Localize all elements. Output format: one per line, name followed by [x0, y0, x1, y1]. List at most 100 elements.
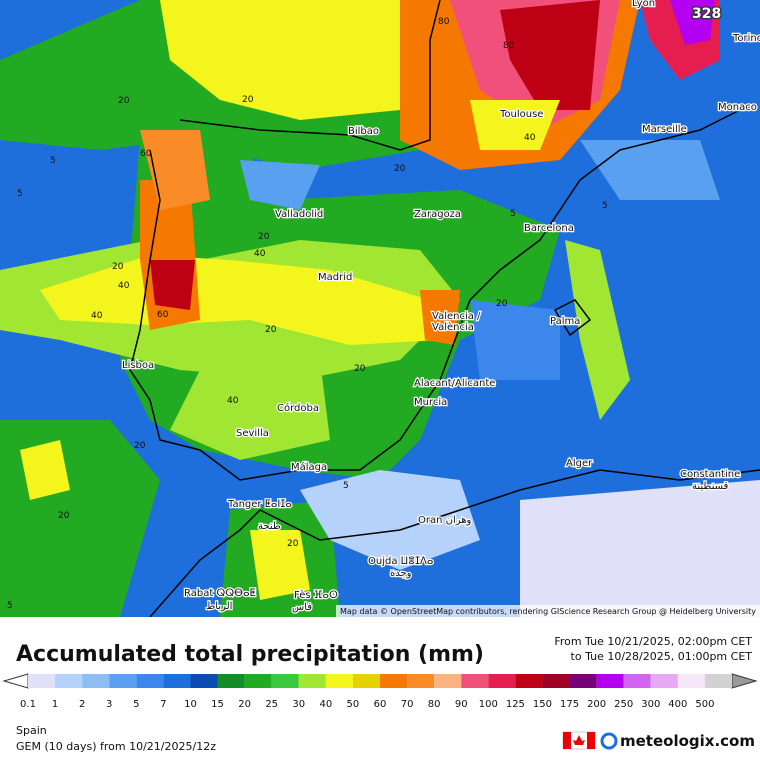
contour-label: 40	[91, 311, 103, 321]
contour-labels: 80 80 20 20 5 60 5 40 20 5 5 20 40 20 40…	[7, 17, 608, 611]
legend-label: 500	[695, 699, 714, 710]
region: Spain	[16, 724, 47, 737]
attribution-bg	[336, 605, 760, 617]
contour-label: 20	[58, 511, 70, 521]
legend-label: 15	[211, 699, 224, 710]
city-label: Rabat ⵕⵕⴱⴰⵟ	[184, 588, 256, 599]
legend-arrow-left	[2, 673, 29, 689]
legend-swatch	[461, 674, 489, 688]
contour-label: 60	[157, 310, 169, 320]
contour-label: 40	[524, 133, 536, 143]
legend-label: 125	[506, 699, 525, 710]
city-label: Torino	[732, 33, 760, 44]
city-label: Madrid	[318, 272, 352, 283]
legend: 0.1 1 2 3 5 7 10 15 20 25 30 40 50 60 70 80 90 100 125 150 1…	[2, 673, 758, 710]
legend-swatch	[271, 674, 299, 688]
legend-label: 90	[455, 699, 468, 710]
city-label: Bilbao	[348, 126, 379, 137]
contour-label: 20	[112, 262, 124, 272]
legend-label: 3	[106, 699, 112, 710]
date-to: to Tue 10/28/2025, 01:00pm CET	[571, 650, 753, 663]
contour-label: 20	[118, 96, 130, 106]
legend-swatch	[569, 674, 597, 688]
contour-label: 40	[227, 396, 239, 406]
city-label: Palma	[550, 316, 580, 327]
model: GEM (10 days) from 10/21/2025/12z	[16, 740, 216, 753]
legend-swatch	[136, 674, 164, 688]
city-label: Fès ⴼⴰⵙ	[294, 589, 338, 601]
city-label: Constantine	[680, 469, 740, 480]
legend-label: 70	[401, 699, 414, 710]
legend-swatch	[163, 674, 191, 688]
city-label: Alacant/Alicante	[414, 378, 495, 389]
contour-label: 20	[496, 299, 508, 309]
legend-swatch	[515, 674, 543, 688]
contour-label: 20	[265, 325, 277, 335]
legend-label: 0.1	[20, 699, 36, 710]
legend-swatch	[380, 674, 408, 688]
contour-label: 5	[50, 156, 56, 166]
contour-label: 20	[242, 95, 254, 105]
city-label: Córdoba	[277, 402, 319, 414]
legend-label: 250	[614, 699, 633, 710]
legend-label: 150	[533, 699, 552, 710]
legend-swatch	[542, 674, 570, 688]
city-label: قسنطينة	[692, 481, 729, 492]
city-label: Valladolid	[275, 209, 323, 220]
legend-swatch	[677, 674, 705, 688]
brand[interactable]: meteologix.com	[620, 732, 755, 750]
legend-label: 50	[347, 699, 360, 710]
legend-label: 5	[133, 699, 139, 710]
contour-label: 5	[510, 209, 516, 219]
legend-swatch	[407, 674, 435, 688]
title: Accumulated total precipitation (mm)	[16, 642, 484, 667]
legend-swatch	[298, 674, 326, 688]
canada-flag	[562, 731, 596, 750]
city-label: Oujda ⵡⴻⵊⴷⴰ	[368, 556, 433, 567]
legend-swatch	[82, 674, 110, 688]
attribution[interactable]: Map data © OpenStreetMap contributors, r…	[340, 607, 756, 616]
coastlines	[129, 0, 760, 617]
city-label: Sevilla	[236, 428, 269, 439]
contour-label: 80	[503, 41, 515, 51]
contour-label: 5	[602, 201, 608, 211]
legend-label: 400	[668, 699, 687, 710]
contour-label: 20	[258, 232, 270, 242]
contour-label: 5	[7, 601, 13, 611]
legend-label: 20	[238, 699, 251, 710]
legend-label: 175	[560, 699, 579, 710]
legend-swatch	[704, 674, 732, 688]
contour-label: 80	[438, 17, 450, 27]
city-label: València	[432, 321, 474, 333]
city-label: Tanger ⵟⴰⵏⵊⴰ	[227, 499, 292, 510]
city-label: وجدة	[390, 568, 412, 579]
legend-label: 200	[587, 699, 606, 710]
date-from: From Tue 10/21/2025, 02:00pm CET	[554, 635, 752, 648]
contour-label: 20	[354, 364, 366, 374]
contour-label: 20	[134, 441, 146, 451]
contour-label: 60	[140, 149, 152, 159]
city-label: Zaragoza	[414, 209, 461, 220]
legend-swatch	[217, 674, 245, 688]
city-label: Alger	[566, 458, 593, 469]
legend-label: 300	[641, 699, 660, 710]
max-label: 328	[692, 6, 721, 22]
legend-swatch	[325, 674, 353, 688]
legend-swatch	[352, 674, 380, 688]
contour-label: 20	[394, 164, 406, 174]
city-label: Murcia	[414, 397, 447, 408]
city-label: Valencia /	[432, 311, 481, 322]
contour-label: 40	[118, 281, 130, 291]
city-label: Marseille	[642, 124, 687, 135]
city-label: الرباط	[206, 601, 232, 612]
map: Lyon Torino Monaco Marseille Toulouse Bi…	[0, 0, 760, 617]
contour-label: 40	[254, 249, 266, 259]
city-label: Málaga	[291, 461, 327, 473]
city-label: Lisboa	[122, 360, 154, 371]
contour-label: 5	[343, 481, 349, 491]
legend-label: 10	[184, 699, 197, 710]
legend-label: 30	[292, 699, 305, 710]
legend-swatch	[623, 674, 651, 688]
precipitation-fields	[0, 0, 760, 617]
